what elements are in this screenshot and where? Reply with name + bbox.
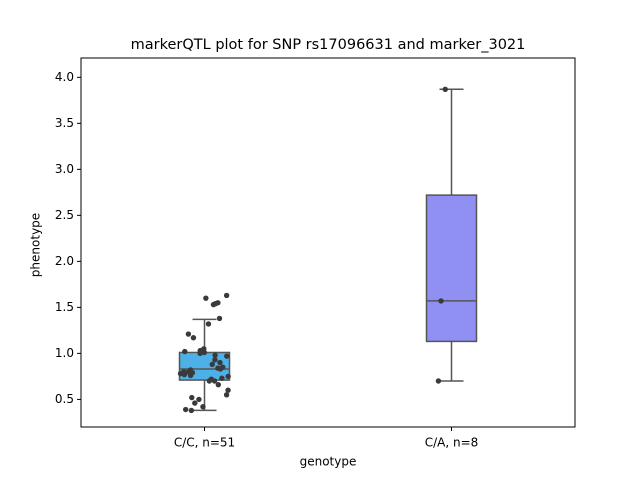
data-point — [217, 359, 223, 366]
data-point — [219, 375, 225, 381]
data-point — [196, 396, 202, 403]
x-tick-label: C/C, n=51 — [174, 436, 235, 450]
y-tick-label: 3.5 — [55, 116, 74, 130]
data-point — [442, 86, 448, 92]
data-point — [215, 381, 222, 388]
data-point — [206, 378, 213, 384]
y-tick-label: 1.0 — [55, 346, 74, 360]
y-tick-label: 3.0 — [55, 162, 74, 176]
data-point — [190, 335, 197, 341]
data-point — [187, 372, 194, 379]
data-point — [217, 366, 224, 372]
x-tick-label: C/A, n=8 — [425, 436, 479, 450]
y-tick-label: 0.5 — [55, 392, 74, 406]
x-axis-label: genotype — [300, 455, 357, 469]
data-point — [225, 387, 231, 393]
data-point — [224, 353, 230, 359]
y-tick-label: 2.5 — [55, 208, 74, 222]
y-tick-label: 4.0 — [55, 70, 74, 84]
data-point — [212, 300, 219, 307]
data-point — [209, 361, 215, 368]
data-point — [223, 292, 230, 299]
y-axis-label: phenotype — [29, 213, 43, 277]
data-point — [185, 331, 192, 337]
data-point — [192, 400, 198, 406]
data-point — [216, 315, 223, 322]
box — [425, 194, 478, 343]
data-point — [212, 352, 218, 358]
data-point — [181, 371, 188, 378]
data-point — [205, 321, 212, 327]
data-point — [203, 295, 209, 301]
data-point — [211, 378, 218, 384]
data-point — [188, 407, 195, 414]
data-point — [201, 349, 208, 356]
y-tick-label: 2.0 — [55, 254, 74, 268]
data-point — [438, 298, 444, 304]
y-tick-label: 1.5 — [55, 300, 74, 314]
data-point — [435, 378, 442, 384]
data-point — [182, 348, 188, 355]
data-point — [197, 350, 203, 357]
data-point — [182, 406, 189, 413]
plot-frame — [80, 57, 576, 428]
data-point — [223, 392, 230, 398]
data-point — [200, 404, 206, 410]
chart-title: markerQTL plot for SNP rs17096631 and ma… — [131, 37, 526, 53]
data-point — [225, 373, 231, 380]
data-point — [212, 357, 218, 363]
data-point — [189, 394, 195, 401]
